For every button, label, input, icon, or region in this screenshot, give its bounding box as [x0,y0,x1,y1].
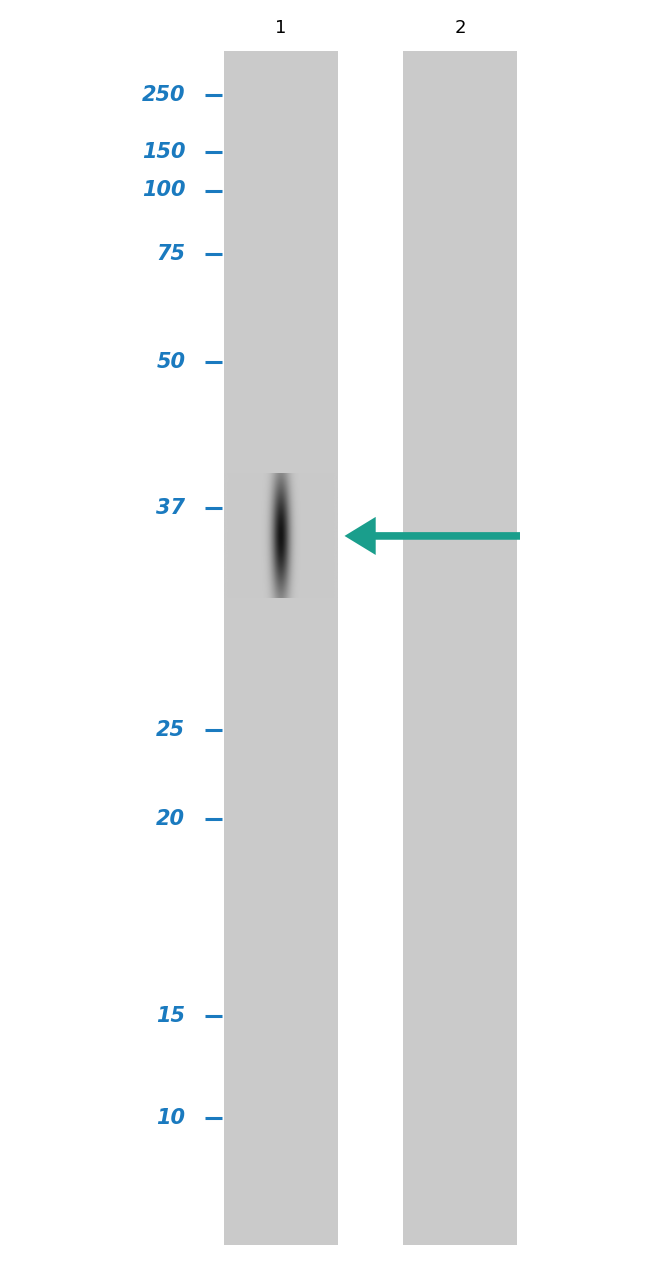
Text: 25: 25 [156,720,185,740]
Text: 150: 150 [142,142,185,163]
FancyArrow shape [344,517,520,555]
Text: 2: 2 [454,19,465,37]
Text: 75: 75 [156,244,185,264]
Text: 100: 100 [142,180,185,201]
Bar [224,51,338,1245]
Text: 37: 37 [156,498,185,518]
Text: 15: 15 [156,1006,185,1026]
Text: 20: 20 [156,809,185,829]
Text: 1: 1 [276,19,287,37]
Bar [403,51,517,1245]
Text: 10: 10 [156,1107,185,1128]
Text: 250: 250 [142,85,185,105]
Text: 50: 50 [156,352,185,372]
